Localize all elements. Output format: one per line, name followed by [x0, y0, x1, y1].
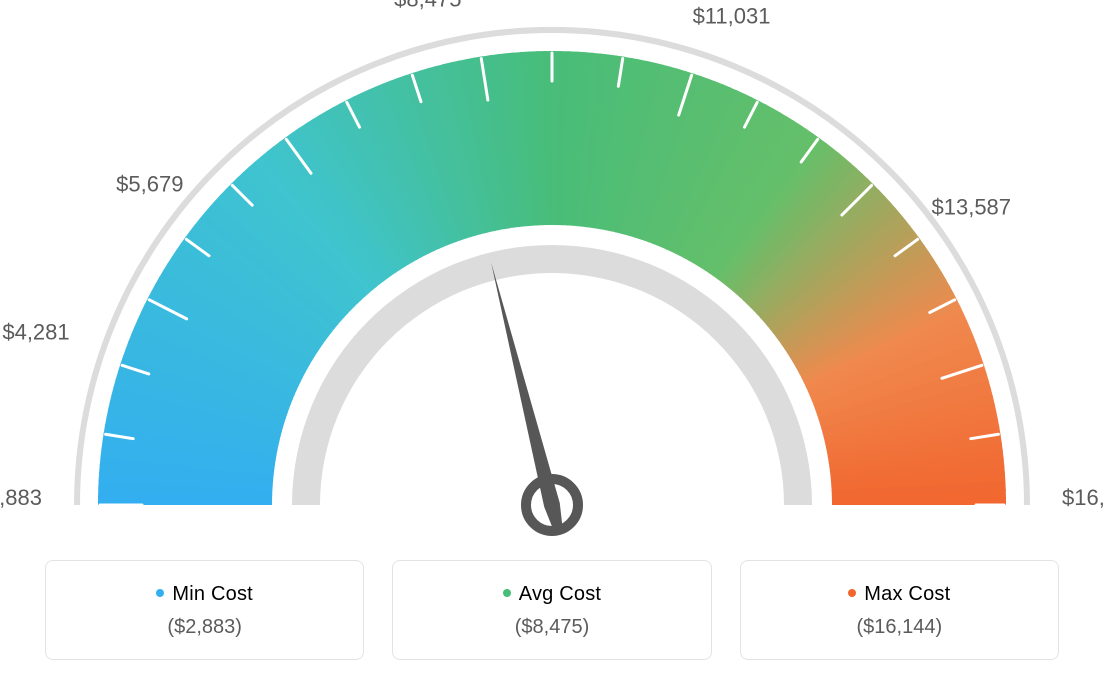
legend-card-max: Max Cost ($16,144) — [740, 560, 1059, 660]
scale-label: $16,144 — [1062, 485, 1104, 510]
dot-icon — [503, 589, 511, 597]
scale-label: $2,883 — [0, 485, 42, 510]
scale-label: $8,475 — [394, 0, 461, 11]
scale-label: $11,031 — [693, 4, 771, 29]
scale-label: $13,587 — [932, 195, 1012, 220]
legend-label: Avg Cost — [519, 583, 601, 605]
legend-title-min: Min Cost — [56, 583, 353, 606]
gauge-svg: $2,883 $4,281 $5,679 $8,475 $11,031 $13,587 $1… — [0, 0, 1104, 560]
legend-card-min: Min Cost ($2,883) — [45, 560, 364, 660]
legend-value-avg: ($8,475) — [403, 616, 700, 639]
legend-label: Max Cost — [864, 583, 950, 605]
color-arc — [98, 51, 1006, 505]
legend-label: Min Cost — [172, 583, 253, 605]
dot-icon — [848, 589, 856, 597]
dot-icon — [156, 589, 164, 597]
scale-label: $5,679 — [116, 171, 183, 196]
legend-title-avg: Avg Cost — [403, 583, 700, 606]
legend-value-min: ($2,883) — [56, 616, 353, 639]
legend-row: Min Cost ($2,883) Avg Cost ($8,475) Max … — [45, 560, 1059, 660]
legend-value-max: ($16,144) — [751, 616, 1048, 639]
legend-card-avg: Avg Cost ($8,475) — [392, 560, 711, 660]
gauge-chart: $2,883 $4,281 $5,679 $8,475 $11,031 $13,587 $1… — [0, 0, 1104, 560]
legend-title-max: Max Cost — [751, 583, 1048, 606]
scale-label: $4,281 — [2, 319, 69, 344]
